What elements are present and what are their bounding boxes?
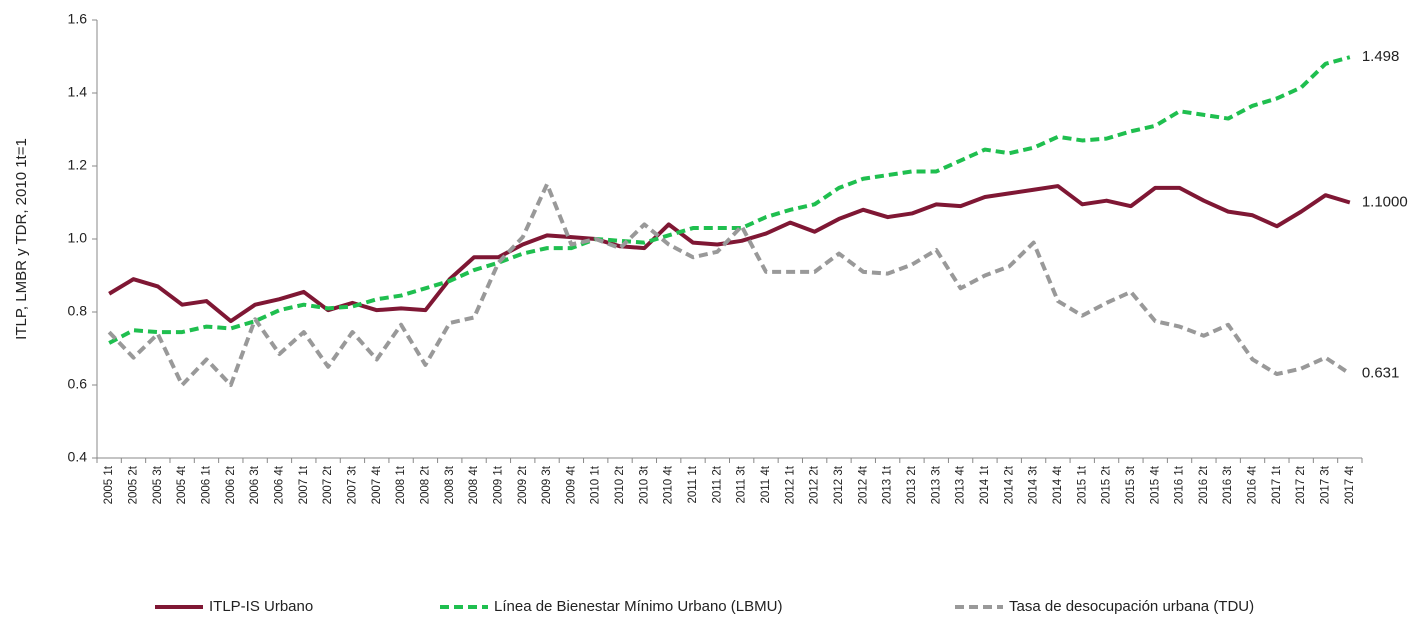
y-tick-label: 1.6 (68, 11, 88, 27)
data-label: 0.631 (1362, 365, 1400, 382)
x-tick-label: 2009 1t (492, 465, 504, 504)
x-tick-label: 2017 2t (1295, 465, 1307, 504)
x-tick-label: 2013 1t (882, 465, 894, 504)
x-tick-label: 2005 4t (176, 465, 188, 504)
x-tick-label: 2016 4t (1247, 465, 1259, 504)
legend-label: Línea de Bienestar Mínimo Urbano (LBMU) (494, 598, 782, 615)
x-tick-label: 2017 4t (1344, 465, 1356, 504)
x-tick-label: 2010 4t (663, 465, 675, 504)
x-tick-label: 2005 1t (103, 465, 115, 504)
x-tick-label: 2012 3t (833, 465, 845, 504)
y-axis-label: ITLP, LMBR y TDR, 2010 1t=1 (13, 138, 30, 340)
x-tick-label: 2011 2t (711, 465, 723, 503)
x-tick-label: 2007 2t (322, 465, 334, 504)
y-tick-label: 1.0 (68, 230, 88, 246)
x-tick-label: 2014 3t (1028, 465, 1040, 504)
x-tick-label: 2007 1t (298, 465, 310, 504)
data-label: 1.1000 (1362, 193, 1408, 210)
x-tick-label: 2010 2t (614, 465, 626, 504)
x-tick-label: 2006 2t (225, 465, 237, 504)
x-tick-label: 2008 1t (395, 465, 407, 504)
x-tick-label: 2009 3t (541, 465, 553, 504)
x-tick-label: 2007 3t (346, 465, 358, 504)
series-line (108, 55, 1351, 345)
data-label: 1.498 (1362, 48, 1400, 65)
x-tick-label: 2014 4t (1052, 465, 1064, 504)
x-tick-label: 2013 4t (955, 465, 967, 504)
x-tick-label: 2013 3t (930, 465, 942, 504)
y-tick-label: 0.6 (68, 376, 88, 392)
x-tick-label: 2010 3t (638, 465, 650, 504)
x-tick-label: 2016 3t (1222, 465, 1234, 504)
x-tick-label: 2008 2t (419, 465, 431, 504)
x-tick-label: 2017 1t (1271, 465, 1283, 504)
y-tick-label: 0.4 (68, 449, 88, 465)
x-tick-label: 2012 2t (809, 465, 821, 504)
x-tick-label: 2012 4t (857, 465, 869, 504)
x-tick-label: 2007 4t (371, 465, 383, 504)
x-tick-label: 2011 4t (760, 465, 772, 503)
x-tick-label: 2016 1t (1174, 465, 1186, 504)
x-tick-label: 2006 4t (273, 465, 285, 504)
x-tick-label: 2015 1t (1076, 465, 1088, 504)
x-tick-label: 2011 3t (736, 465, 748, 503)
x-tick-label: 2010 1t (590, 465, 602, 504)
x-tick-label: 2014 1t (979, 465, 991, 504)
x-tick-label: 2008 4t (468, 465, 480, 504)
series-line (107, 182, 1351, 387)
legend-label: ITLP-IS Urbano (209, 598, 313, 615)
x-tick-label: 2005 2t (128, 465, 140, 504)
x-tick-label: 2008 3t (444, 465, 456, 504)
y-tick-label: 1.4 (68, 84, 88, 100)
x-tick-label: 2013 2t (906, 465, 918, 504)
x-tick-label: 2016 2t (1198, 465, 1210, 504)
x-tick-label: 2015 2t (1101, 465, 1113, 504)
x-tick-label: 2015 4t (1149, 465, 1161, 504)
x-tick-label: 2009 2t (517, 465, 529, 504)
y-tick-label: 1.2 (68, 157, 88, 173)
x-tick-label: 2005 3t (152, 465, 164, 504)
x-tick-label: 2012 1t (784, 465, 796, 504)
x-tick-label: 2017 3t (1320, 465, 1332, 504)
x-tick-label: 2006 3t (249, 465, 261, 504)
x-tick-label: 2015 3t (1125, 465, 1137, 504)
x-tick-label: 2009 4t (565, 465, 577, 504)
x-tick-label: 2006 1t (201, 465, 213, 504)
x-tick-label: 2011 1t (687, 465, 699, 503)
x-tick-label: 2014 2t (1003, 465, 1015, 504)
series-line (108, 184, 1351, 324)
y-tick-label: 0.8 (68, 303, 88, 319)
legend-label: Tasa de desocupación urbana (TDU) (1009, 598, 1254, 615)
